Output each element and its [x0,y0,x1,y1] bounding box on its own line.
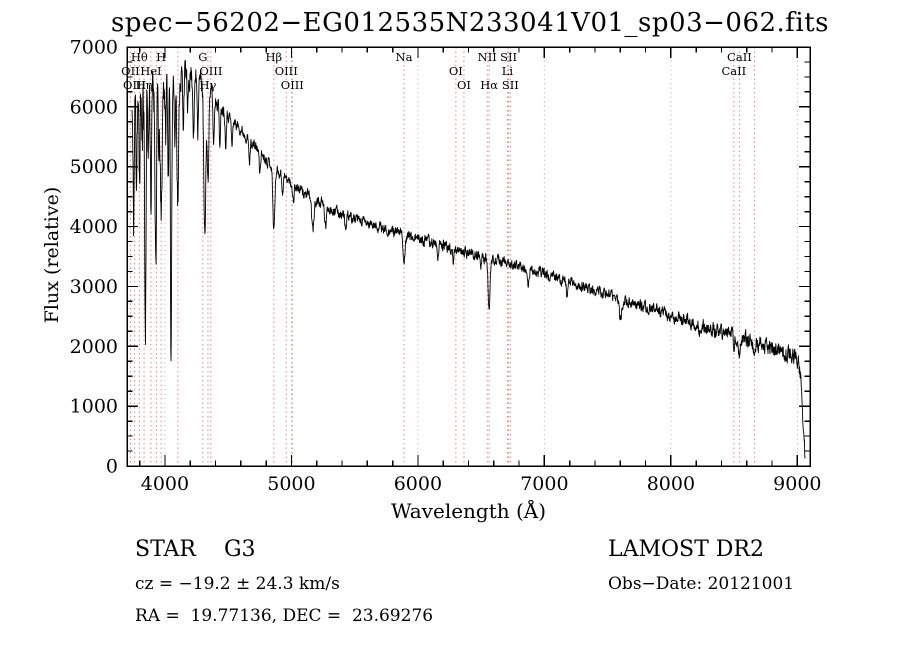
ra-dec-label: RA = 19.77136, DEC = 23.69276 [135,606,434,626]
x-tick-label: 4000 [141,473,189,495]
spectral-line-label: OIII [199,64,222,78]
spectral-line-label: OIII [123,78,146,92]
spectral-line-label: OIII [281,78,304,92]
plot-title: spec−56202−EG012535N233041V01_sp03−062.f… [110,8,830,38]
y-tick-label: 0 [106,456,118,478]
x-tick-label: 7000 [520,473,568,495]
spectrum-line [131,60,806,459]
spectral-line-label: CaII [721,64,746,78]
spectral-line-label: Hη [136,78,153,92]
spectral-line-label: Hα [480,78,498,92]
spectral-line-label: OI [457,78,471,92]
y-tick-label: 4000 [70,216,118,238]
spectral-line-label: NII [478,50,497,64]
spectral-line-label: Li [502,64,514,78]
spectral-line-label: OIII [275,64,298,78]
spectral-line-label: CaII [727,50,752,64]
cz-value-label: cz = −19.2 ± 24.3 km/s [135,574,340,594]
plot-box [126,46,811,467]
spectral-line-label: HeI [140,64,161,78]
spectral-line-label: Hθ [131,50,148,64]
y-tick-label: 3000 [70,276,118,298]
y-tick-label: 5000 [70,156,118,178]
x-tick-label: 5000 [267,473,315,495]
spectral-line-label: OI [449,64,463,78]
spectral-line-label: Na [396,50,413,64]
spectral-line-label: Hγ [199,78,216,92]
y-tick-label: 7000 [70,37,118,59]
y-tick-label: 1000 [70,396,118,418]
x-axis-label: Wavelength (Å) [390,499,547,523]
y-tick-label: 2000 [70,336,118,358]
spectral-line-label: OII [121,64,140,78]
y-axis-label: Flux (relative) [41,186,63,324]
x-tick-label: 6000 [394,473,442,495]
spectral-line-label: H [156,50,166,64]
object-class-label: STAR G3 [135,537,256,562]
spectral-line-label: SII [500,50,517,64]
spectral-line-label: G [198,50,207,64]
spectral-line-label: SII [502,78,519,92]
y-tick-label: 6000 [70,96,118,118]
spectral-line-label: Hβ [266,50,283,64]
x-tick-label: 9000 [773,473,821,495]
x-tick-label: 8000 [647,473,695,495]
survey-label: LAMOST DR2 [608,537,764,562]
obs-date-label: Obs−Date: 20121001 [608,574,795,594]
